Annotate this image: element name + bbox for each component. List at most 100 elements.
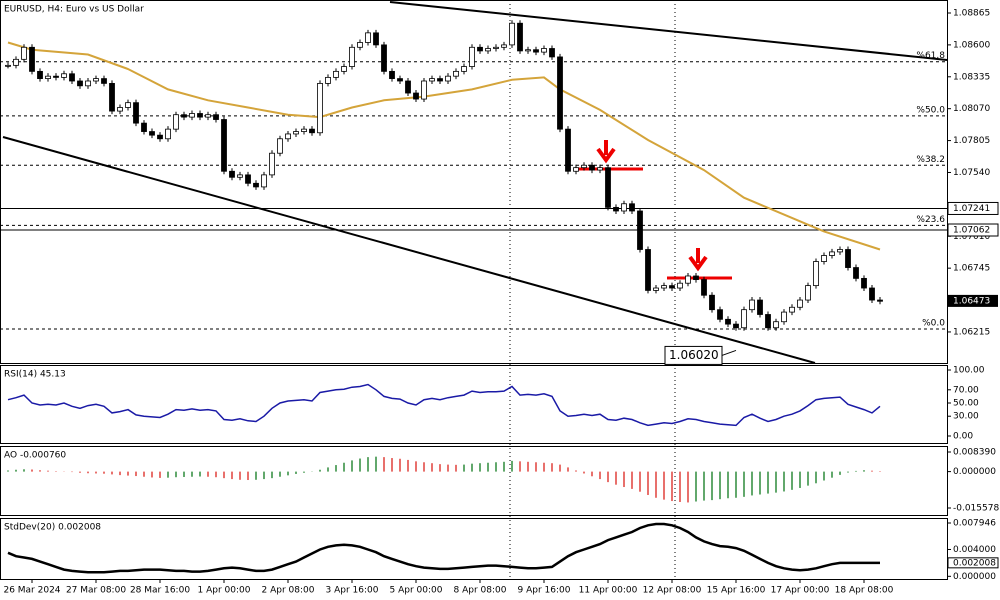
- candle-body: [85, 80, 91, 87]
- candle-body: [821, 255, 827, 262]
- y-tick-label: 1.06745: [953, 264, 990, 274]
- last-value-label: 0.002008: [953, 558, 996, 568]
- candle-body: [461, 66, 467, 72]
- candle-body: [741, 309, 747, 329]
- panel-title: EURUSD, H4: Euro vs US Dollar: [4, 5, 144, 15]
- y-tick-label: 0.007946: [953, 518, 996, 528]
- candle-body: [245, 174, 251, 184]
- candle-body: [365, 32, 371, 43]
- candle-body: [469, 46, 475, 67]
- y-tick-label: 50.00: [953, 399, 979, 409]
- candle-body: [757, 299, 763, 315]
- level-label: 1.07062: [953, 226, 990, 236]
- last-price-label: 1.06473: [953, 296, 990, 306]
- y-tick-label: 1.08070: [953, 104, 990, 114]
- candle-body: [661, 285, 667, 289]
- candle-body: [589, 164, 595, 171]
- candle-body: [189, 113, 195, 118]
- candle-body: [685, 275, 691, 284]
- candle-body: [381, 44, 387, 72]
- candle-body: [701, 279, 707, 296]
- candle-body: [149, 131, 155, 136]
- candle-body: [565, 128, 571, 172]
- y-tick-label: 1.07010: [953, 232, 990, 242]
- y-tick-label: 1.08600: [953, 40, 990, 50]
- candle-body: [645, 249, 651, 291]
- candle-body: [485, 48, 491, 52]
- candle-body: [549, 48, 555, 58]
- candle-body: [109, 83, 115, 112]
- fib-label: %0.0: [922, 318, 945, 328]
- candle-body: [413, 92, 419, 100]
- candle-body: [125, 102, 131, 108]
- y-tick-label: 70.00: [953, 385, 979, 395]
- candle-body: [773, 321, 779, 329]
- candle-body: [13, 58, 19, 66]
- x-tick-label: 17 Apr 00:00: [771, 586, 830, 596]
- candle-body: [37, 70, 43, 79]
- candle-body: [653, 287, 659, 291]
- candle-body: [637, 210, 643, 250]
- low-annotation-label: 1.06020: [669, 348, 719, 362]
- candle-body: [541, 48, 547, 53]
- candle-body: [765, 314, 771, 329]
- candle-body: [389, 70, 395, 79]
- y-tick-label: 0.004000: [953, 545, 996, 555]
- candle-body: [29, 46, 35, 72]
- x-tick-label: 2 Apr 08:00: [262, 586, 315, 596]
- candle-body: [69, 73, 75, 82]
- candle-body: [101, 78, 107, 84]
- candle-body: [605, 167, 611, 208]
- candle-body: [501, 44, 507, 48]
- candle-body: [133, 102, 139, 124]
- level-box: [947, 223, 999, 237]
- candle-body: [293, 131, 299, 135]
- candle-body: [509, 22, 515, 46]
- y-tick-label: 1.07540: [953, 168, 990, 178]
- candle-body: [781, 311, 787, 323]
- x-tick-label: 27 Mar 08:00: [66, 586, 126, 596]
- x-tick-label: 26 Mar 2024: [3, 586, 60, 596]
- candle-body: [517, 22, 523, 52]
- candle-body: [709, 294, 715, 311]
- candle-body: [5, 64, 11, 67]
- candle-body: [573, 167, 579, 172]
- last-price-box: [948, 294, 998, 307]
- candle-body: [597, 167, 603, 171]
- x-tick-label: 11 Apr 00:00: [579, 586, 638, 596]
- x-tick-label: 9 Apr 16:00: [518, 586, 571, 596]
- candle-body: [693, 275, 699, 280]
- candle-body: [581, 164, 587, 169]
- candle-body: [749, 299, 755, 311]
- candle-body: [213, 114, 219, 120]
- down-arrow: [596, 140, 616, 164]
- y-tick-label: 0.000000: [953, 572, 996, 582]
- candle-body: [677, 282, 683, 289]
- candle-body: [53, 75, 59, 78]
- indicator-line: [7, 383, 881, 427]
- level-label: 1.07241: [953, 204, 990, 214]
- candle-body: [165, 128, 171, 140]
- y-tick-label: 1.08865: [953, 8, 990, 18]
- candle-body: [405, 80, 411, 94]
- y-tick-label: 1.06215: [953, 327, 990, 337]
- candle-body: [77, 80, 83, 87]
- candle-body: [869, 287, 875, 301]
- candle-body: [797, 299, 803, 308]
- fib-label: %38.2: [916, 155, 945, 165]
- candle-body: [269, 152, 275, 176]
- candle-body: [237, 174, 243, 178]
- x-tick-label: 5 Apr 00:00: [390, 586, 443, 596]
- candle-body: [837, 249, 843, 253]
- x-tick-label: 18 Apr 08:00: [835, 586, 894, 596]
- level-box: [947, 201, 999, 215]
- candle-body: [317, 83, 323, 134]
- candle-body: [285, 133, 291, 140]
- candle-body: [717, 309, 723, 320]
- panel-frame: [0, 365, 948, 444]
- candle-body: [493, 46, 499, 49]
- indicator-line: [7, 522, 880, 574]
- candle-body: [21, 46, 27, 60]
- candle-body: [253, 182, 259, 188]
